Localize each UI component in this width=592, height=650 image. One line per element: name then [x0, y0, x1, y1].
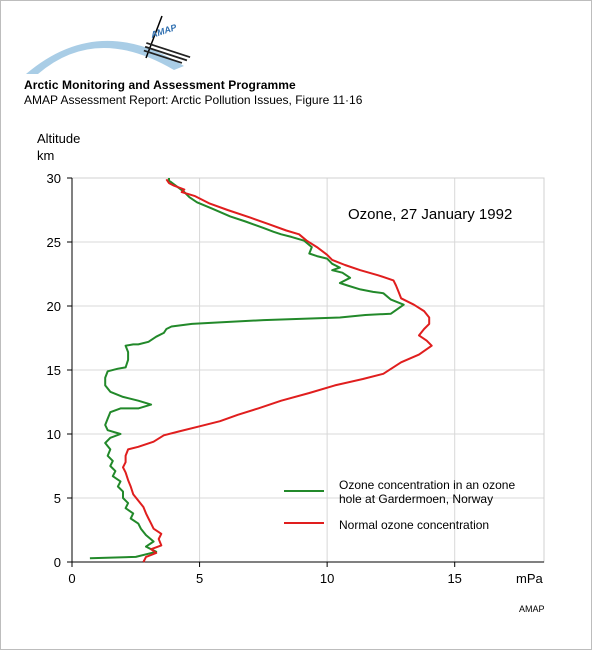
logo-arc-icon: [26, 40, 184, 74]
legend-label-normal: Normal ozone concentration: [339, 518, 489, 532]
x-tick-label-15: 15: [447, 571, 461, 586]
y-axis-label-line-1: Altitude: [37, 131, 80, 146]
x-tick-label-10: 10: [320, 571, 334, 586]
y-tick-label-15: 15: [47, 363, 61, 378]
organization-name: Arctic Monitoring and Assessment Program…: [24, 78, 296, 92]
report-citation: AMAP Assessment Report: Arctic Pollution…: [24, 93, 363, 107]
y-tick-label-10: 10: [47, 427, 61, 442]
series: [89, 178, 433, 563]
y-tick-label-0: 0: [54, 555, 61, 570]
amap-logo: AMAP: [24, 14, 224, 85]
x-axis-label: mPa: [516, 571, 544, 586]
y-tick-label-20: 20: [47, 299, 61, 314]
amap-logo-icon: AMAP: [26, 15, 191, 74]
legend-label-ozone-hole-line-2: hole at Gardermoen, Norway: [339, 492, 493, 506]
logo-slash-icon: [145, 15, 163, 59]
footer-credit: AMAP: [519, 604, 545, 614]
axis-ticks: 0 5 10 15 20 25 30 0 5 10 15: [47, 171, 462, 586]
y-tick-label-25: 25: [47, 235, 61, 250]
legend-label-ozone-hole-line-1: Ozone concentration in an ozone: [339, 478, 515, 492]
legend: Ozone concentration in an ozone hole at …: [284, 478, 515, 532]
normal-ozone-line: [122, 178, 433, 563]
x-tick-label-5: 5: [196, 571, 203, 586]
ozone-hole-line: [89, 178, 405, 560]
y-tick-label-5: 5: [54, 491, 61, 506]
y-tick-label-30: 30: [47, 171, 61, 186]
x-tick-label-0: 0: [68, 571, 75, 586]
chart-title: Ozone, 27 January 1992: [348, 206, 512, 223]
y-axis-label-line-2: km: [37, 148, 54, 163]
logo-fine-print-icon: [143, 42, 191, 64]
